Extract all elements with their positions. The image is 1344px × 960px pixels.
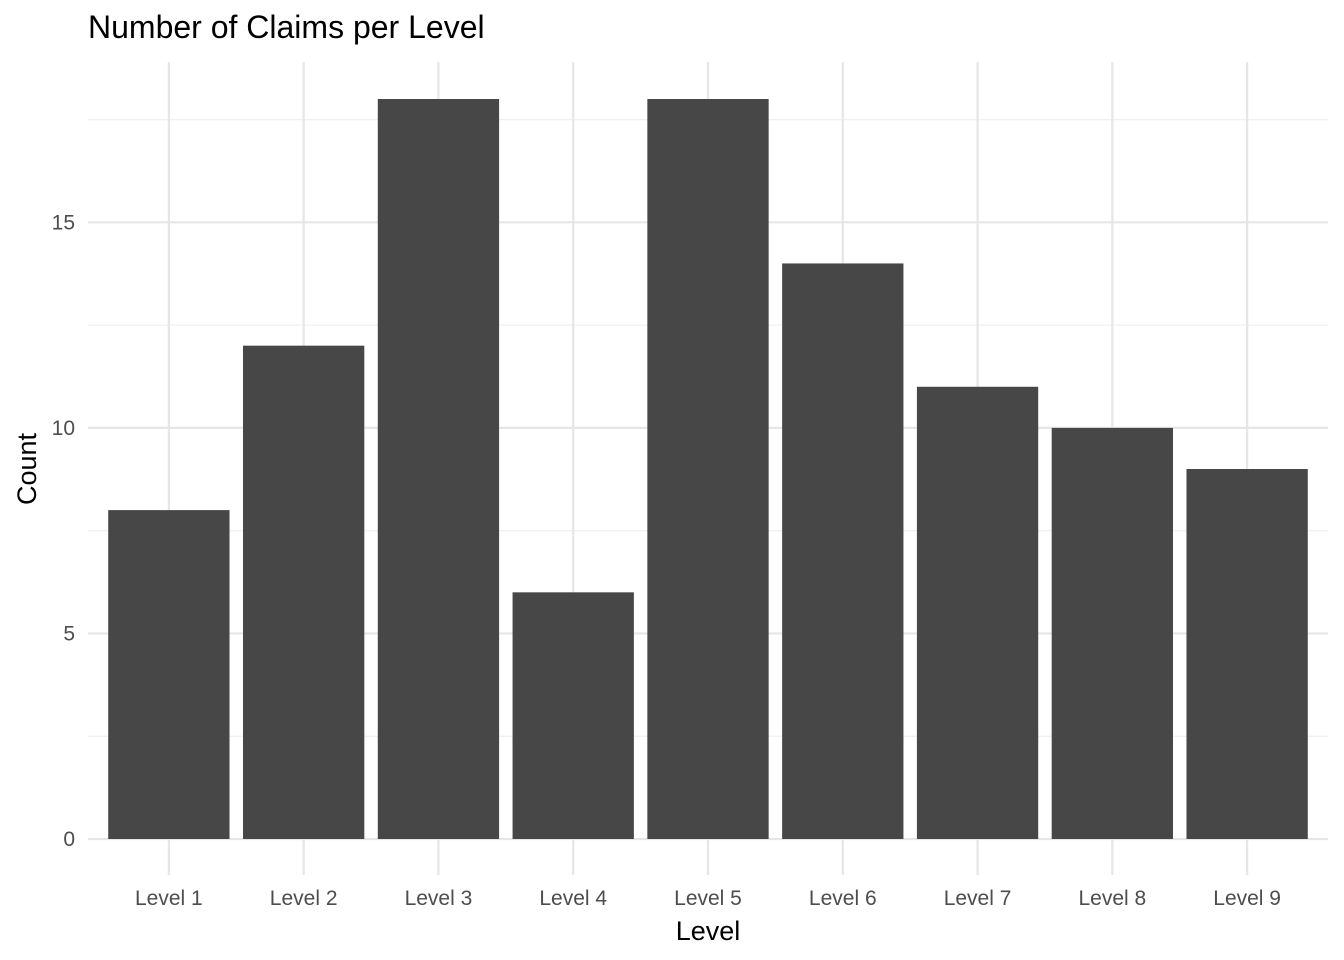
x-tick-label: Level 3 bbox=[405, 887, 473, 910]
x-axis-ticks: Level 1 Level 2 Level 3 Level 4 Level 5 Level… bbox=[135, 887, 1281, 910]
bar bbox=[647, 99, 769, 839]
bars bbox=[108, 99, 1308, 839]
x-tick-label: Level 5 bbox=[674, 887, 742, 910]
bar bbox=[782, 263, 904, 839]
bar bbox=[1186, 469, 1308, 839]
x-tick-label: Level 8 bbox=[1078, 887, 1146, 910]
bar bbox=[512, 592, 634, 839]
y-tick-label: 10 bbox=[52, 417, 75, 440]
bar bbox=[377, 99, 500, 839]
bar bbox=[1051, 427, 1173, 839]
y-tick-label: 0 bbox=[63, 828, 75, 851]
y-tick-label: 5 bbox=[63, 622, 75, 645]
x-tick-label: Level 2 bbox=[270, 887, 338, 910]
y-tick-label: 15 bbox=[52, 211, 75, 234]
x-tick-label: Level 7 bbox=[944, 887, 1012, 910]
x-tick-label: Level 1 bbox=[135, 887, 203, 910]
x-tick-label: Level 9 bbox=[1213, 887, 1281, 910]
y-axis-ticks: 0 5 10 15 bbox=[52, 211, 75, 851]
x-axis-title: Level bbox=[676, 916, 741, 946]
bar bbox=[108, 510, 230, 839]
y-axis-title: Count bbox=[12, 432, 42, 505]
bar bbox=[243, 345, 365, 839]
bar bbox=[916, 386, 1039, 839]
x-tick-label: Level 6 bbox=[809, 887, 877, 910]
x-tick-label: Level 4 bbox=[539, 887, 607, 910]
chart-title: Number of Claims per Level bbox=[88, 9, 485, 45]
